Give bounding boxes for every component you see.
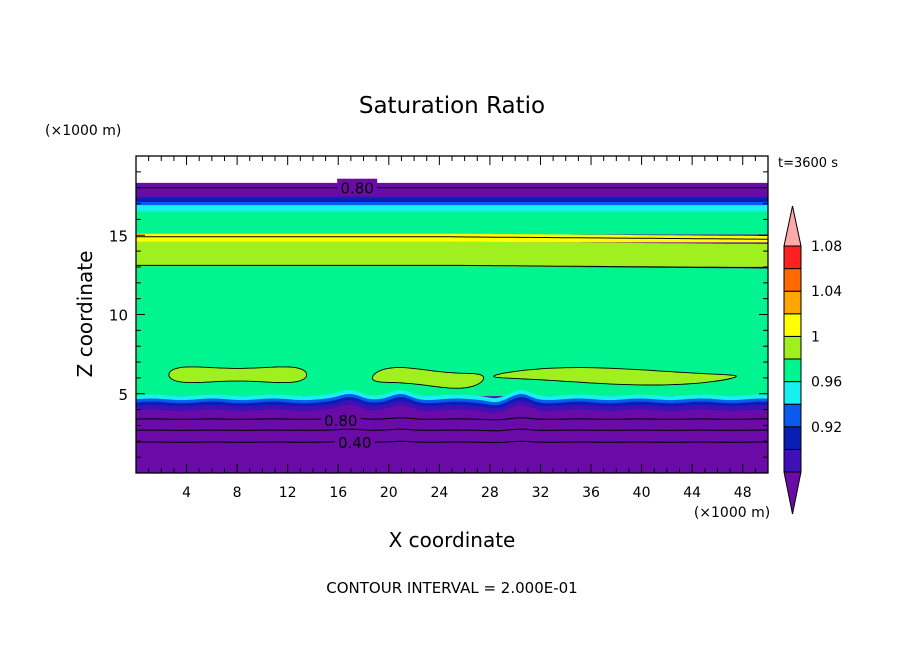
x-unit-label: (×1000 m) [694, 505, 770, 521]
colorbar-label: 0.92 [811, 420, 842, 436]
colorbar-label: 1 [811, 329, 820, 345]
y-axis-label: Z coordinate [73, 251, 97, 378]
contour-band-5 [136, 211, 768, 235]
contour-line-3 [136, 417, 768, 421]
moist-region-0 [168, 366, 308, 384]
chart-title: Saturation Ratio [359, 93, 545, 119]
y-tick-label: 5 [118, 386, 128, 404]
contour-interval-label: CONTOUR INTERVAL = 2.000E-01 [326, 579, 577, 597]
x-tick-label: 8 [233, 485, 242, 501]
colorbar-swatch-1 [783, 448, 802, 473]
moist-region-1 [371, 367, 485, 389]
colorbar-swatch-3 [783, 403, 802, 428]
x-tick-label: 24 [430, 485, 448, 501]
colorbar-label: 1.04 [811, 284, 842, 300]
contour-line-1 [136, 264, 768, 269]
contour-label-layer: 0.80 0.80 0.40 [320, 178, 378, 452]
x-tick-label: 36 [582, 485, 600, 501]
colorbar-swatch-8 [783, 290, 802, 315]
contour-line-layer [136, 187, 768, 444]
colorbar-low-arrow [783, 471, 802, 515]
x-tick-label: 40 [633, 485, 651, 501]
colorbar-swatch-5 [783, 358, 802, 383]
colorbar-high-arrow [783, 205, 802, 247]
x-tick-label: 44 [683, 485, 701, 501]
time-label: t=3600 s [778, 156, 838, 171]
y-tick-label: 10 [109, 307, 128, 325]
contour-band-3 [136, 202, 768, 206]
contour-fill-layer [136, 182, 768, 473]
contour-label-bg-0 [337, 178, 378, 196]
colorbar-swatch-4 [783, 381, 802, 405]
colorbar-swatch-6 [783, 335, 802, 360]
contour-band-7 [136, 241, 768, 267]
x-axis-label: X coordinate [389, 528, 516, 552]
colorbar-label: 1.08 [811, 239, 842, 255]
moist-region-2 [493, 367, 737, 386]
x-tick-label: 48 [734, 485, 752, 501]
contour-band-4 [136, 205, 768, 213]
colorbar-swatch-7 [783, 313, 802, 337]
y-tick-label: 15 [109, 227, 128, 245]
contour-band-6 [136, 233, 768, 243]
x-tick-label: 20 [380, 485, 398, 501]
contour-line-2 [136, 236, 768, 240]
colorbar-label: 0.96 [811, 375, 842, 391]
contour-line-4 [136, 428, 768, 432]
colorbar-swatch-10 [783, 245, 802, 270]
contour-label-0: 0.80 [340, 180, 373, 198]
x-tick-label: 4 [182, 485, 191, 501]
y-unit-label: (×1000 m) [45, 123, 121, 139]
contour-label-1: 0.80 [324, 412, 357, 430]
contour-line-5 [136, 440, 768, 444]
colorbar-swatch-2 [783, 426, 802, 450]
contour-label-bg-1 [320, 410, 361, 428]
x-tick-label: 16 [329, 485, 347, 501]
colorbar: 0.92 0.96 1 1.04 1.08 [783, 205, 842, 515]
colorbar-swatch-9 [783, 268, 802, 292]
x-tick-label: 28 [481, 485, 499, 501]
contour-label-2: 0.40 [338, 434, 371, 452]
contour-band-2 [136, 198, 768, 203]
contour-band-12 [136, 400, 768, 414]
x-tick-label: 12 [279, 485, 297, 501]
contour-label-bg-2 [334, 433, 375, 451]
contour-band-8 [136, 266, 768, 397]
x-tick-label: 32 [532, 485, 550, 501]
